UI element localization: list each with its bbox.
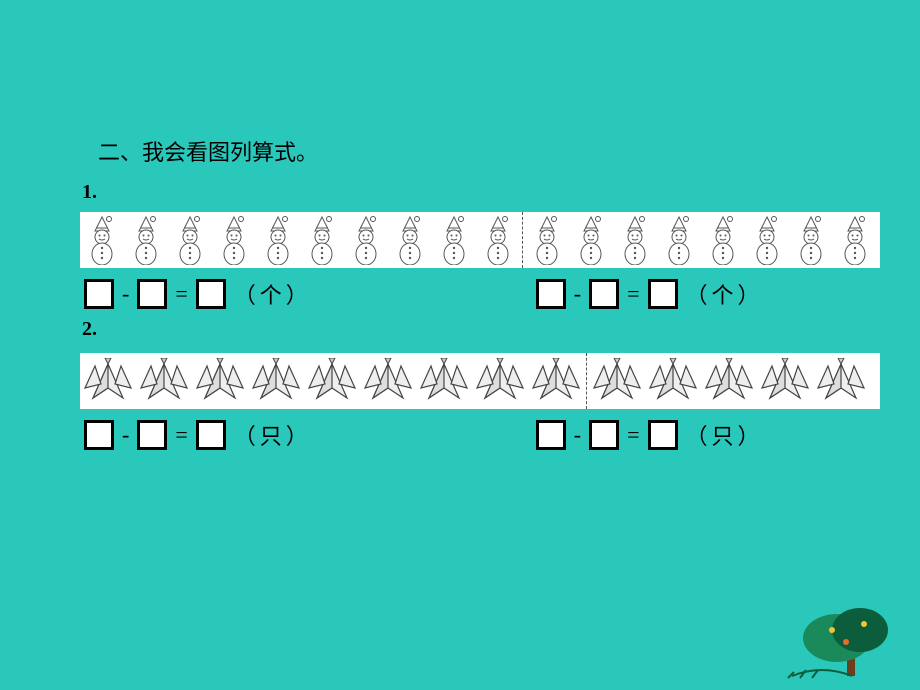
crane-icon	[645, 353, 701, 409]
problem-1-number: 1.	[82, 181, 880, 204]
crane-icon	[248, 353, 304, 409]
crane-icon	[472, 353, 528, 409]
crane-icon	[80, 353, 136, 409]
snowman-icon	[124, 212, 168, 268]
snowman-icon	[833, 212, 877, 268]
problem-1-image-row	[80, 212, 880, 268]
snowman-icon	[80, 212, 124, 268]
snowman-icon	[745, 212, 789, 268]
unit-label: （个）	[686, 278, 764, 310]
crane-icon	[701, 353, 757, 409]
answer-box[interactable]	[536, 279, 566, 309]
snowman-icon	[344, 212, 388, 268]
minus-sign: -	[122, 281, 129, 307]
equals-sign: =	[627, 281, 639, 307]
crane-icon	[589, 353, 645, 409]
crane-icon	[416, 353, 472, 409]
snowman-icon	[569, 212, 613, 268]
crane-icon	[813, 353, 869, 409]
answer-box[interactable]	[536, 420, 566, 450]
crane-icon	[304, 353, 360, 409]
problem-1: 1.	[80, 181, 880, 341]
problem-2-image-row	[80, 353, 880, 409]
snowman-icon	[300, 212, 344, 268]
snowman-icon	[168, 212, 212, 268]
answer-box[interactable]	[648, 279, 678, 309]
snowman-icon	[657, 212, 701, 268]
snowman-icon	[388, 212, 432, 268]
minus-sign: -	[122, 422, 129, 448]
answer-box[interactable]	[196, 420, 226, 450]
snowman-icon	[256, 212, 300, 268]
crane-icon	[360, 353, 416, 409]
equation-1a: - = （个）	[80, 278, 312, 310]
equation-2a: - = （只）	[80, 419, 312, 451]
crane-icon	[192, 353, 248, 409]
snowman-icon	[525, 212, 569, 268]
snowman-icon	[212, 212, 256, 268]
equals-sign: =	[175, 422, 187, 448]
answer-box[interactable]	[648, 420, 678, 450]
answer-box[interactable]	[589, 420, 619, 450]
equation-2b: - = （只）	[532, 419, 764, 451]
group-divider	[522, 212, 523, 268]
answer-box[interactable]	[137, 420, 167, 450]
answer-box[interactable]	[84, 279, 114, 309]
minus-sign: -	[574, 281, 581, 307]
answer-box[interactable]	[137, 279, 167, 309]
equals-sign: =	[627, 422, 639, 448]
equals-sign: =	[175, 281, 187, 307]
snowman-icon	[613, 212, 657, 268]
unit-label: （个）	[234, 278, 312, 310]
unit-label: （只）	[686, 419, 764, 451]
group-divider	[586, 353, 587, 409]
crane-icon	[757, 353, 813, 409]
problem-2-equations: - = （只） - = （只）	[80, 419, 880, 451]
problem-2: - = （只） - = （只）	[80, 353, 880, 451]
equation-1b: - = （个）	[532, 278, 764, 310]
problem-2-number: 2.	[82, 318, 880, 341]
answer-box[interactable]	[84, 420, 114, 450]
tree-decoration	[782, 590, 892, 680]
answer-box[interactable]	[589, 279, 619, 309]
snowman-icon	[701, 212, 745, 268]
crane-icon	[136, 353, 192, 409]
answer-box[interactable]	[196, 279, 226, 309]
snowman-icon	[476, 212, 520, 268]
unit-label: （只）	[234, 419, 312, 451]
snowman-icon	[432, 212, 476, 268]
section-title: 二、我会看图列算式。	[98, 135, 880, 167]
crane-icon	[528, 353, 584, 409]
problem-1-equations: - = （个） - = （个）	[80, 278, 880, 310]
minus-sign: -	[574, 422, 581, 448]
snowman-icon	[789, 212, 833, 268]
